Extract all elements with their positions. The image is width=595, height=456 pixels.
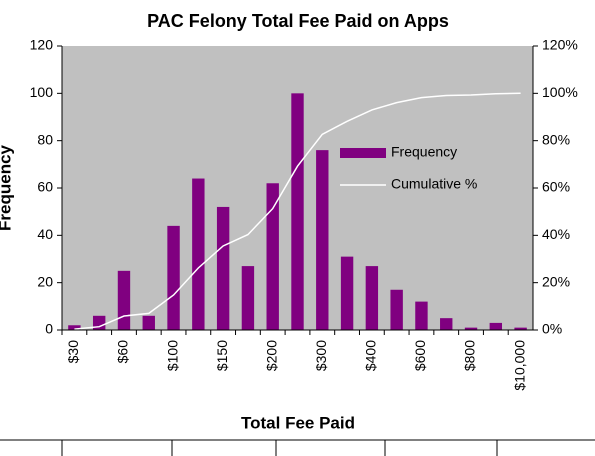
x-tick-label: $200 bbox=[263, 340, 279, 371]
bottom-rule bbox=[0, 439, 595, 456]
y2-tick-label: 0% bbox=[542, 321, 562, 337]
chart-title: PAC Felony Total Fee Paid on Apps bbox=[147, 11, 449, 31]
bar bbox=[514, 327, 527, 330]
x-tick-label: $30 bbox=[65, 340, 81, 364]
bar bbox=[266, 183, 279, 330]
bar bbox=[464, 327, 478, 330]
bar bbox=[241, 266, 255, 330]
y2-tick-label: 100% bbox=[542, 84, 578, 100]
x-tick-label: $60 bbox=[115, 340, 131, 364]
x-tick-label: $600 bbox=[412, 340, 428, 371]
y2-tick-label: 20% bbox=[542, 273, 570, 289]
y2-tick-label: 60% bbox=[542, 179, 570, 195]
legend-swatch bbox=[340, 148, 386, 158]
x-tick-label: $150 bbox=[214, 340, 230, 371]
y-tick-label: 20 bbox=[37, 273, 53, 289]
y-axis-label: Frequency bbox=[0, 144, 14, 231]
bar bbox=[340, 256, 354, 330]
x-tick-label: $400 bbox=[363, 340, 379, 371]
bar bbox=[415, 301, 428, 330]
y-tick-label: 0 bbox=[45, 321, 53, 337]
bar bbox=[316, 150, 329, 330]
y2-tick-label: 120% bbox=[542, 37, 578, 53]
x-axis-label: Total Fee Paid bbox=[241, 413, 355, 432]
y-tick-label: 100 bbox=[30, 84, 54, 100]
bar bbox=[390, 289, 403, 330]
legend-label: Cumulative % bbox=[391, 176, 477, 192]
bar bbox=[68, 325, 81, 330]
y2-tick-label: 40% bbox=[542, 226, 570, 242]
bar bbox=[167, 225, 180, 330]
y2-tick-label: 80% bbox=[542, 131, 570, 147]
legend-label: Frequency bbox=[391, 144, 457, 160]
y-tick-label: 80 bbox=[37, 131, 53, 147]
x-tick-label: $800 bbox=[462, 340, 478, 371]
bar bbox=[440, 318, 453, 330]
cumulative-line bbox=[74, 92, 521, 330]
y-tick-label: 120 bbox=[30, 37, 54, 53]
bar bbox=[142, 315, 155, 330]
x-tick-label: $300 bbox=[313, 340, 329, 371]
bar bbox=[192, 178, 205, 330]
bar bbox=[117, 270, 131, 330]
y-tick-label: 40 bbox=[37, 226, 53, 242]
x-tick-label: $100 bbox=[164, 340, 180, 371]
bar bbox=[216, 206, 230, 330]
y-tick-label: 60 bbox=[37, 179, 53, 195]
bar bbox=[489, 322, 503, 330]
bar bbox=[365, 266, 379, 330]
x-tick-label: $10,000 bbox=[511, 340, 527, 391]
bar bbox=[291, 93, 304, 330]
